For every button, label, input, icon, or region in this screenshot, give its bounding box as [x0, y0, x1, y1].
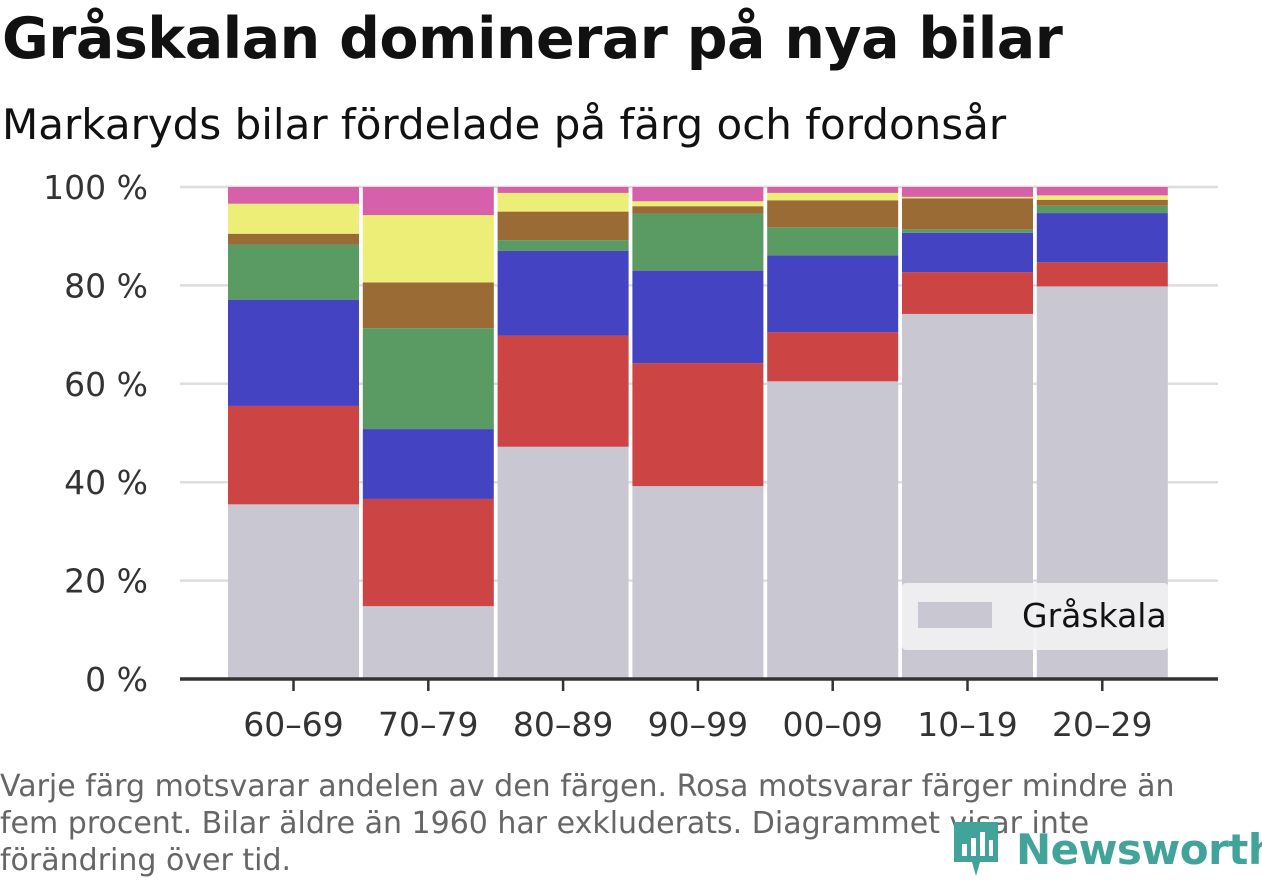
x-tick-label: 70–79 [378, 705, 478, 744]
bar-segment [902, 272, 1033, 314]
bar-segment [902, 232, 1033, 273]
bar-segment [767, 227, 899, 256]
bar-segment [632, 486, 764, 679]
bar-segment [632, 213, 764, 271]
chart-subtitle: Markaryds bilar fördelade på färg och fo… [2, 100, 1007, 149]
stacked-bar-chart: 0 % 20 % 40 % 60 % 80 % 100 % 60–69 70–79 80–89 9… [43, 168, 1218, 744]
bar-segment [228, 203, 359, 234]
bar-segment [362, 187, 494, 216]
bar-segment [362, 498, 494, 607]
bar-segment [767, 255, 899, 333]
legend-label: Gråskala [1022, 596, 1167, 635]
x-tick-label: 80–89 [513, 705, 613, 744]
bar-segment [228, 299, 359, 406]
bar-segment [362, 429, 494, 499]
bar-segment [1036, 199, 1168, 206]
legend-box [902, 583, 1168, 650]
legend: Gråskala [902, 583, 1168, 650]
bar-segment [497, 250, 629, 336]
bar-segment [632, 187, 764, 202]
bar-segment [1036, 195, 1168, 200]
bar-segment [1036, 205, 1168, 214]
x-tick-label: 90–99 [648, 705, 748, 744]
bar-segment [228, 233, 359, 245]
bar-segment [767, 192, 899, 201]
bar-segment [362, 606, 494, 679]
brand-name: Newsworthy [1016, 824, 1262, 874]
bar-segment [497, 240, 629, 251]
bar-segment [228, 187, 359, 204]
bar-segment [362, 282, 494, 329]
bar-segment [362, 215, 494, 283]
x-tick-label: 20–29 [1052, 705, 1152, 744]
bar-segment [632, 363, 764, 487]
x-tick-label: 60–69 [243, 705, 343, 744]
bar-segment [1036, 187, 1168, 196]
legend-swatch [918, 602, 992, 628]
bar-segment [228, 504, 359, 679]
x-tick-label: 00–09 [782, 705, 882, 744]
y-tick-label: 100 % [43, 168, 148, 207]
bar-segment [362, 328, 494, 430]
bar-segment [497, 211, 629, 241]
brand-logo[interactable]: Newsworthy [950, 818, 1262, 880]
bar-segment [902, 187, 1033, 197]
bar-segment [902, 198, 1033, 230]
bar-segment [228, 244, 359, 300]
bar-segment [1036, 213, 1168, 263]
bar-segment [497, 192, 629, 212]
bar-segment [632, 206, 764, 214]
bar-segment [497, 187, 629, 193]
bars [228, 187, 1168, 679]
bar-segment [1036, 262, 1168, 287]
y-tick-label: 80 % [64, 266, 148, 305]
bar-segment [228, 405, 359, 505]
bar-segment [902, 196, 1033, 199]
chart-title: Gråskalan dominerar på nya bilar [2, 6, 1063, 72]
y-tick-label: 0 % [85, 660, 148, 699]
bar-segment [902, 229, 1033, 233]
bar-segment [632, 201, 764, 207]
bar-segment [632, 270, 764, 364]
bar-segment [767, 200, 899, 228]
axes: 0 % 20 % 40 % 60 % 80 % 100 % 60–69 70–79 80–89 9… [43, 168, 1218, 744]
bar-segment [497, 446, 629, 679]
y-tick-label: 60 % [64, 365, 148, 404]
footnote: Varje färg motsvarar andelen av den färg… [0, 769, 1175, 878]
bar-segment [767, 187, 899, 193]
bar-segment [497, 335, 629, 447]
bar-segment [767, 332, 899, 382]
y-tick-label: 40 % [64, 463, 148, 502]
y-tick-label: 20 % [64, 562, 148, 601]
bar-segment [767, 381, 899, 679]
newsworthy-logo-icon [954, 822, 998, 876]
x-tick-label: 10–19 [917, 705, 1017, 744]
